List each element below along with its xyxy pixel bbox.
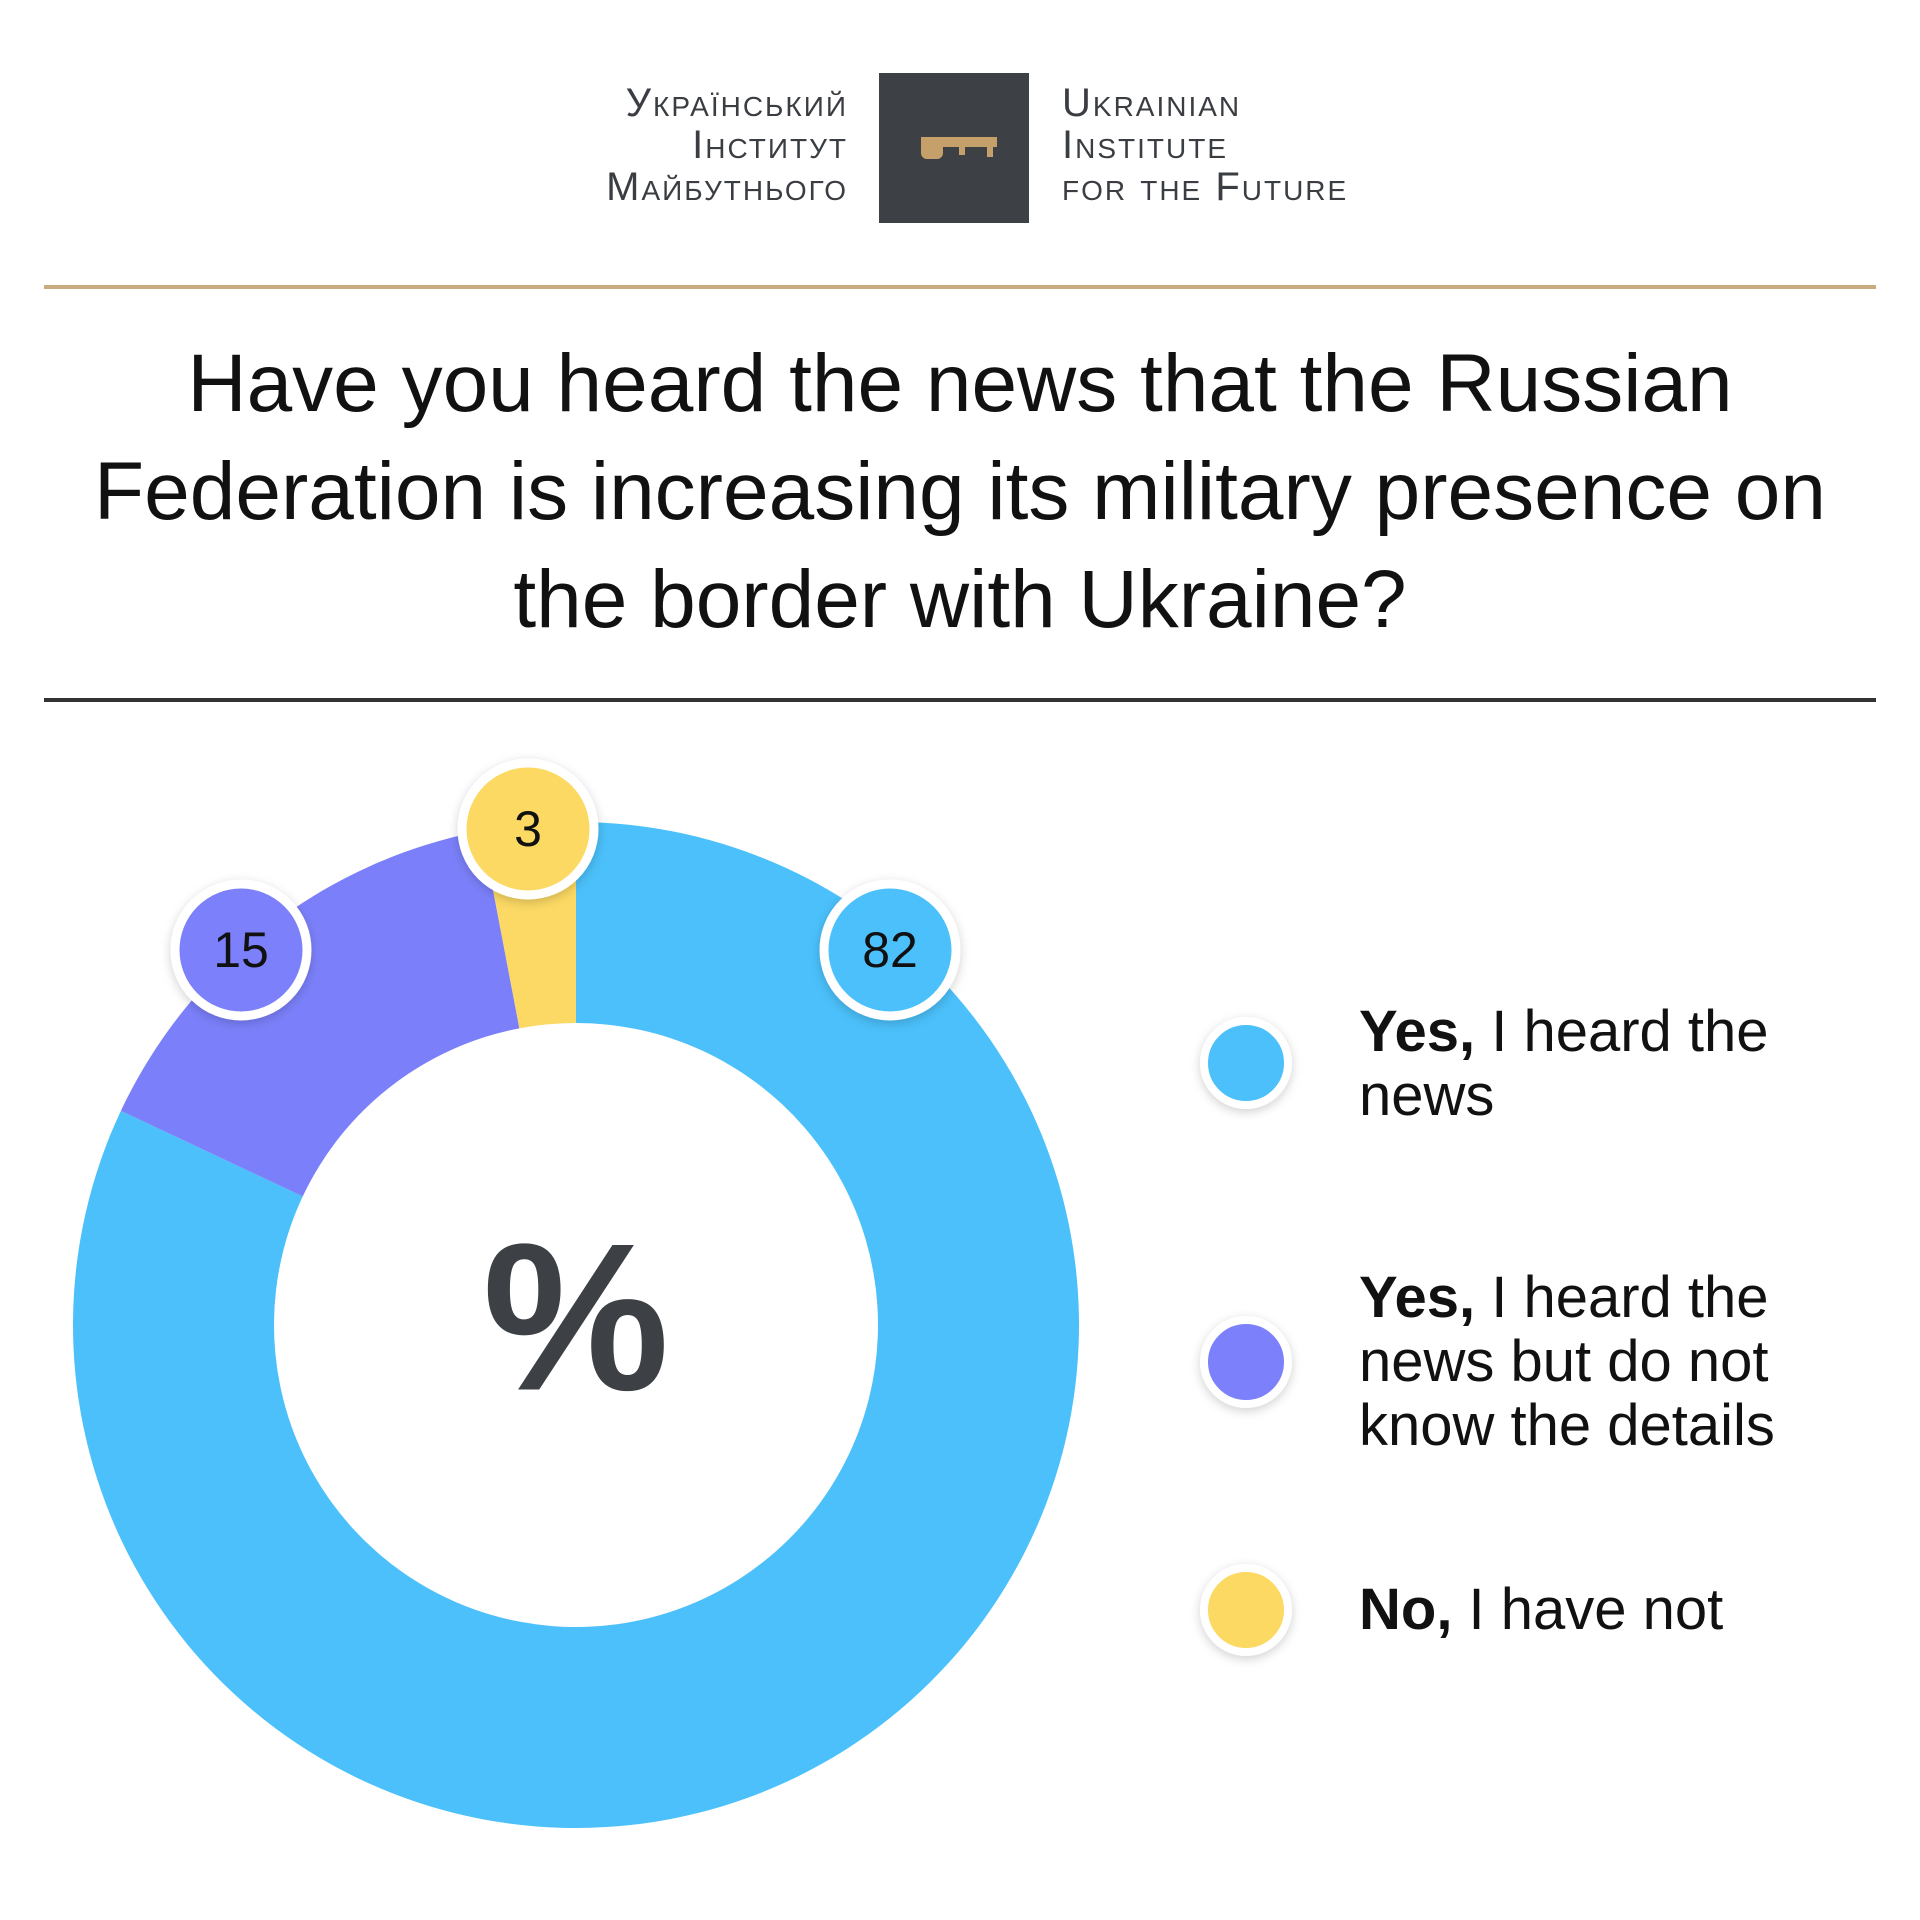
legend-label: Yes, I heard the news (1359, 999, 1769, 1128)
donut-segment (72, 822, 1079, 1828)
value-label: 3 (514, 801, 542, 857)
center-label: % (483, 1200, 670, 1435)
logo-line: Майбутнього (606, 165, 848, 209)
logo-en: Ukrainian Institute for the Future (1062, 82, 1348, 208)
value-bubble (819, 879, 961, 1021)
value-bubble (457, 758, 599, 900)
legend-label: No, I have not (1359, 1577, 1724, 1642)
value-bubble (170, 879, 312, 1021)
value-label: 82 (862, 922, 918, 978)
logo-key (911, 137, 997, 159)
logo-line: Institute (1062, 123, 1228, 167)
logo-ua: Український Інститут Майбутнього (606, 82, 848, 208)
logo-line: Ukrainian (1062, 81, 1242, 125)
logo-line: for the Future (1062, 165, 1349, 209)
gold-rule (44, 285, 1876, 289)
logo-line: Інститут (692, 123, 848, 167)
dark-rule (44, 698, 1876, 702)
donut-segment (120, 830, 520, 1197)
legend-swatch (1200, 1316, 1292, 1408)
legend-swatch (1200, 1017, 1292, 1109)
legend-label: Yes, I heard the news but do not know th… (1359, 1265, 1775, 1458)
logo-mark (879, 73, 1029, 223)
logo-line: Український (625, 81, 848, 125)
legend-swatch (1200, 1564, 1292, 1656)
chart-title: Have you heard the news that the Russian… (94, 338, 1826, 645)
value-label: 15 (213, 922, 269, 978)
